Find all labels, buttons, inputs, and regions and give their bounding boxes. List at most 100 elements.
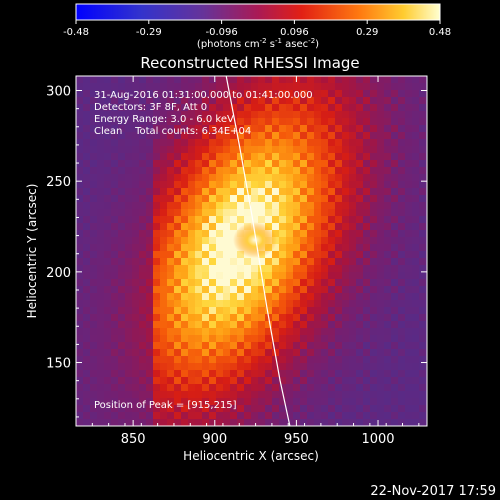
heatmap-cell bbox=[244, 300, 251, 307]
heatmap-cell bbox=[202, 111, 209, 118]
heatmap-cell bbox=[307, 349, 314, 356]
heatmap-cell bbox=[307, 286, 314, 293]
heatmap-cell bbox=[384, 181, 391, 188]
heatmap-cell bbox=[412, 356, 419, 363]
heatmap-cell bbox=[188, 111, 195, 118]
heatmap-cell bbox=[104, 293, 111, 300]
heatmap-cell bbox=[90, 286, 97, 293]
heatmap-cell bbox=[286, 272, 293, 279]
heatmap-cell bbox=[370, 76, 377, 83]
peak-glow bbox=[233, 222, 277, 258]
heatmap-cell bbox=[83, 251, 90, 258]
y-axis-label: Heliocentric Y (arcsec) bbox=[25, 184, 39, 319]
heatmap-cell bbox=[293, 321, 300, 328]
heatmap-cell bbox=[328, 328, 335, 335]
heatmap-cell bbox=[83, 223, 90, 230]
heatmap-cell bbox=[307, 244, 314, 251]
heatmap-cell bbox=[97, 258, 104, 265]
heatmap-cell bbox=[391, 328, 398, 335]
heatmap-cell bbox=[188, 349, 195, 356]
heatmap-cell bbox=[314, 258, 321, 265]
heatmap-cell bbox=[209, 237, 216, 244]
heatmap-cell bbox=[237, 251, 244, 258]
heatmap-cell bbox=[202, 237, 209, 244]
heatmap-cell bbox=[342, 153, 349, 160]
heatmap-cell bbox=[377, 188, 384, 195]
heatmap-cell bbox=[174, 167, 181, 174]
heatmap-cell bbox=[342, 286, 349, 293]
heatmap-cell bbox=[125, 286, 132, 293]
heatmap-cell bbox=[412, 132, 419, 139]
heatmap-cell bbox=[398, 307, 405, 314]
heatmap-cell bbox=[125, 125, 132, 132]
heatmap-cell bbox=[370, 97, 377, 104]
heatmap-cell bbox=[363, 97, 370, 104]
heatmap-cell bbox=[349, 146, 356, 153]
heatmap-cell bbox=[398, 335, 405, 342]
heatmap-cell bbox=[139, 342, 146, 349]
heatmap-cell bbox=[272, 279, 279, 286]
heatmap-cell bbox=[97, 139, 104, 146]
heatmap-cell bbox=[174, 384, 181, 391]
heatmap-cell bbox=[349, 412, 356, 419]
heatmap-cell bbox=[363, 405, 370, 412]
heatmap-cell bbox=[300, 412, 307, 419]
heatmap-cell bbox=[398, 216, 405, 223]
heatmap-cell bbox=[83, 335, 90, 342]
heatmap-cell bbox=[160, 139, 167, 146]
heatmap-cell bbox=[111, 104, 118, 111]
heatmap-cell bbox=[167, 76, 174, 83]
heatmap-cell bbox=[272, 153, 279, 160]
heatmap-cell bbox=[132, 370, 139, 377]
heatmap-cell bbox=[76, 230, 83, 237]
heatmap-cell bbox=[391, 230, 398, 237]
heatmap-cell bbox=[111, 167, 118, 174]
heatmap-cell bbox=[258, 377, 265, 384]
heatmap-cell bbox=[146, 237, 153, 244]
heatmap-cell bbox=[377, 412, 384, 419]
heatmap-cell bbox=[118, 153, 125, 160]
heatmap-cell bbox=[76, 181, 83, 188]
heatmap-cell bbox=[412, 293, 419, 300]
heatmap-cell bbox=[83, 132, 90, 139]
heatmap-cell bbox=[83, 265, 90, 272]
heatmap-cell bbox=[384, 356, 391, 363]
heatmap-cell bbox=[139, 118, 146, 125]
heatmap-cell bbox=[405, 335, 412, 342]
heatmap-cell bbox=[293, 209, 300, 216]
heatmap-cell bbox=[181, 230, 188, 237]
heatmap-cell bbox=[174, 398, 181, 405]
heatmap-cell bbox=[391, 349, 398, 356]
heatmap-cell bbox=[384, 202, 391, 209]
heatmap-cell bbox=[97, 111, 104, 118]
heatmap-cell bbox=[111, 419, 118, 426]
heatmap-cell bbox=[398, 174, 405, 181]
heatmap-cell bbox=[300, 237, 307, 244]
heatmap-cell bbox=[265, 146, 272, 153]
heatmap-cell bbox=[195, 160, 202, 167]
heatmap-cell bbox=[209, 139, 216, 146]
heatmap-cell bbox=[209, 76, 216, 83]
heatmap-cell bbox=[377, 251, 384, 258]
heatmap-cell bbox=[223, 174, 230, 181]
heatmap-cell bbox=[356, 104, 363, 111]
heatmap-cell bbox=[279, 307, 286, 314]
heatmap-cell bbox=[97, 125, 104, 132]
heatmap-cell bbox=[90, 321, 97, 328]
heatmap-cell bbox=[223, 328, 230, 335]
heatmap-cell bbox=[349, 321, 356, 328]
heatmap-cell bbox=[83, 209, 90, 216]
heatmap-cell bbox=[118, 370, 125, 377]
heatmap-cell bbox=[391, 223, 398, 230]
heatmap-cell bbox=[286, 391, 293, 398]
heatmap-cell bbox=[328, 174, 335, 181]
heatmap-cell bbox=[314, 286, 321, 293]
heatmap-cell bbox=[160, 405, 167, 412]
heatmap-cell bbox=[419, 153, 426, 160]
heatmap-cell bbox=[195, 230, 202, 237]
colorbar-ticks: -0.48 -0.29 -0.096 0.096 0.29 0.48 bbox=[63, 20, 451, 38]
heatmap-cell bbox=[342, 398, 349, 405]
heatmap-cell bbox=[412, 279, 419, 286]
heatmap-cell bbox=[293, 370, 300, 377]
heatmap-cell bbox=[356, 293, 363, 300]
